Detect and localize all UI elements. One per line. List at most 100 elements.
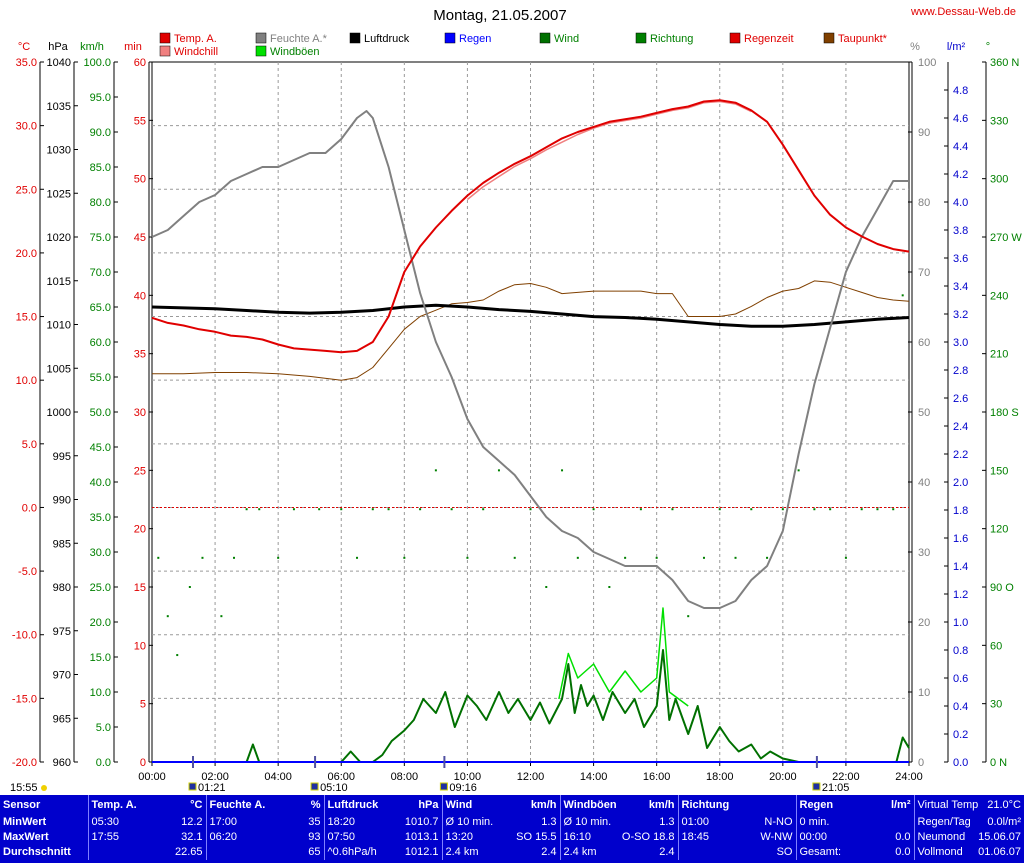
tick-label-rain: 3.0: [953, 337, 968, 349]
summary-cell: Ø 10 min. 1.3: [441, 815, 560, 830]
tick-label-temp: 20.0: [16, 248, 37, 260]
tick-label-minutes: 20: [134, 524, 146, 536]
legend-swatch-temp: [159, 32, 171, 44]
tick-label-wind: 65.0: [90, 302, 111, 314]
tick-label-wind: 10.0: [90, 687, 111, 699]
direction-point: [860, 508, 863, 511]
summary-cell: SO: [677, 845, 796, 860]
tick-label-pressure: 965: [53, 713, 71, 725]
summary-table: Sensor Temp. A. °C Feuchte A.% Luftdruck hPa W…: [0, 795, 1024, 863]
tick-label-rain: 4.0: [953, 197, 968, 209]
tick-label-temp: 10.0: [16, 375, 37, 387]
direction-point: [233, 556, 236, 559]
direction-dots: [157, 294, 904, 657]
direction-point: [561, 469, 564, 472]
direction-point: [529, 508, 532, 511]
legend-label-richtung: Richtung: [650, 33, 693, 45]
legend-label-wind: Wind: [554, 33, 579, 45]
tick-label-rain: 3.6: [953, 253, 968, 265]
summary-cell: 2.4 km 2.4: [559, 845, 678, 860]
x-tick-label: 06:00: [327, 771, 355, 783]
direction-point: [220, 615, 223, 618]
tick-label-wind: 85.0: [90, 162, 111, 174]
direction-point: [497, 469, 500, 472]
tick-label-temp: -10.0: [12, 630, 37, 642]
tick-label-direction: 120: [990, 524, 1008, 536]
tick-label-direction: 270 W: [990, 232, 1022, 244]
tick-label-rain: 3.4: [953, 281, 968, 293]
summary-cell: 22.65: [87, 845, 206, 860]
marker-icon: [812, 782, 821, 791]
tick-label-wind: 15.0: [90, 652, 111, 664]
legend-swatch-taupunkt: [823, 32, 835, 44]
tick-label-direction: 30: [990, 699, 1002, 711]
tick-label-minutes: 25: [134, 465, 146, 477]
tick-label-wind: 45.0: [90, 442, 111, 454]
tick-label-direction: 360 N: [990, 57, 1019, 69]
tick-label-wind: 50.0: [90, 407, 111, 419]
legend-swatch-regenzeit: [729, 32, 741, 44]
tick-label-minutes: 60: [134, 57, 146, 69]
right-axes: 0 10 20 30 40 50 60 70 80 90 100 0.0 0.2 0.4 0.6 0.8 1.0…: [908, 57, 1022, 769]
direction-point: [545, 586, 548, 588]
tick-label-direction: 240: [990, 290, 1008, 302]
legend-label-windchill: Windchill: [174, 46, 218, 58]
tick-label-wind: 95.0: [90, 92, 111, 104]
unit-label-pressure: hPa: [48, 41, 68, 53]
tick-label-temp: 15.0: [16, 312, 37, 324]
tick-label-wind: 80.0: [90, 197, 111, 209]
legend-label-luftdruck: Luftdruck: [364, 33, 410, 45]
tick-label-pressure: 995: [53, 451, 71, 463]
summary-header: Temp. A. °C: [87, 795, 206, 815]
left-axes: -20.0 -15.0 -10.0 -5.0 0.0 5.0 10.0 15.0 20.0 25.…: [12, 57, 153, 769]
tick-label-pressure: 1040: [47, 57, 71, 69]
summary-cell: 01:00 N-NO: [677, 815, 796, 830]
tick-label-temp: 30.0: [16, 121, 37, 133]
x-tick-label: 10:00: [454, 771, 482, 783]
direction-point: [671, 508, 674, 511]
tick-label-minutes: 35: [134, 349, 146, 361]
tick-label-direction: 90 O: [990, 582, 1014, 594]
tick-label-pressure: 970: [53, 670, 71, 682]
tick-label-wind: 20.0: [90, 617, 111, 629]
direction-point: [750, 508, 753, 511]
series-temp: [151, 99, 910, 354]
tick-label-wind: 100.0: [83, 57, 111, 69]
x-tick-label: 08:00: [391, 771, 419, 783]
marker-label: 05:10: [320, 782, 348, 794]
tick-label-direction: 0 N: [990, 757, 1007, 769]
tick-label-rain: 2.2: [953, 449, 968, 461]
tick-label-wind: 60.0: [90, 337, 111, 349]
site-link[interactable]: www.Dessau-Web.de: [910, 6, 1016, 18]
tick-label-rain: 3.2: [953, 309, 968, 321]
summary-cell: 07:50 1013.1: [323, 830, 442, 845]
tick-label-wind: 40.0: [90, 477, 111, 489]
tick-label-humidity: 90: [918, 127, 930, 139]
tick-label-rain: 0.0: [953, 757, 968, 769]
tick-label-rain: 1.8: [953, 505, 968, 517]
tick-label-rain: 2.8: [953, 365, 968, 377]
direction-point: [318, 508, 321, 511]
axis-unit-labels: °C hPa km/h min% l/m² °: [18, 41, 990, 53]
tick-label-minutes: 0: [140, 757, 146, 769]
tick-label-pressure: 1000: [47, 407, 71, 419]
marker-icon: [439, 782, 448, 791]
summary-header: Windböen km/h: [559, 795, 678, 815]
direction-point: [766, 556, 769, 559]
direction-point: [734, 556, 737, 559]
summary-cell: 0 min.: [795, 815, 914, 830]
direction-point: [513, 556, 516, 559]
x-tick-label: 16:00: [643, 771, 671, 783]
tick-label-rain: 2.4: [953, 421, 968, 433]
marker-icon: [188, 782, 197, 791]
tick-label-humidity: 100: [918, 57, 936, 69]
weather-chart: Montag, 21.05.2007 www.Dessau-Web.de Tem…: [10, 6, 1022, 794]
x-tick-label: 24:00: [895, 771, 923, 783]
summary-cell: Neumond 15.06.07: [913, 830, 1024, 845]
direction-point: [639, 508, 642, 511]
legend-swatch-windchill: [159, 45, 171, 57]
direction-point: [624, 556, 627, 559]
direction-point: [901, 294, 904, 297]
direction-point: [419, 508, 422, 511]
x-tick-label: 00:00: [138, 771, 166, 783]
